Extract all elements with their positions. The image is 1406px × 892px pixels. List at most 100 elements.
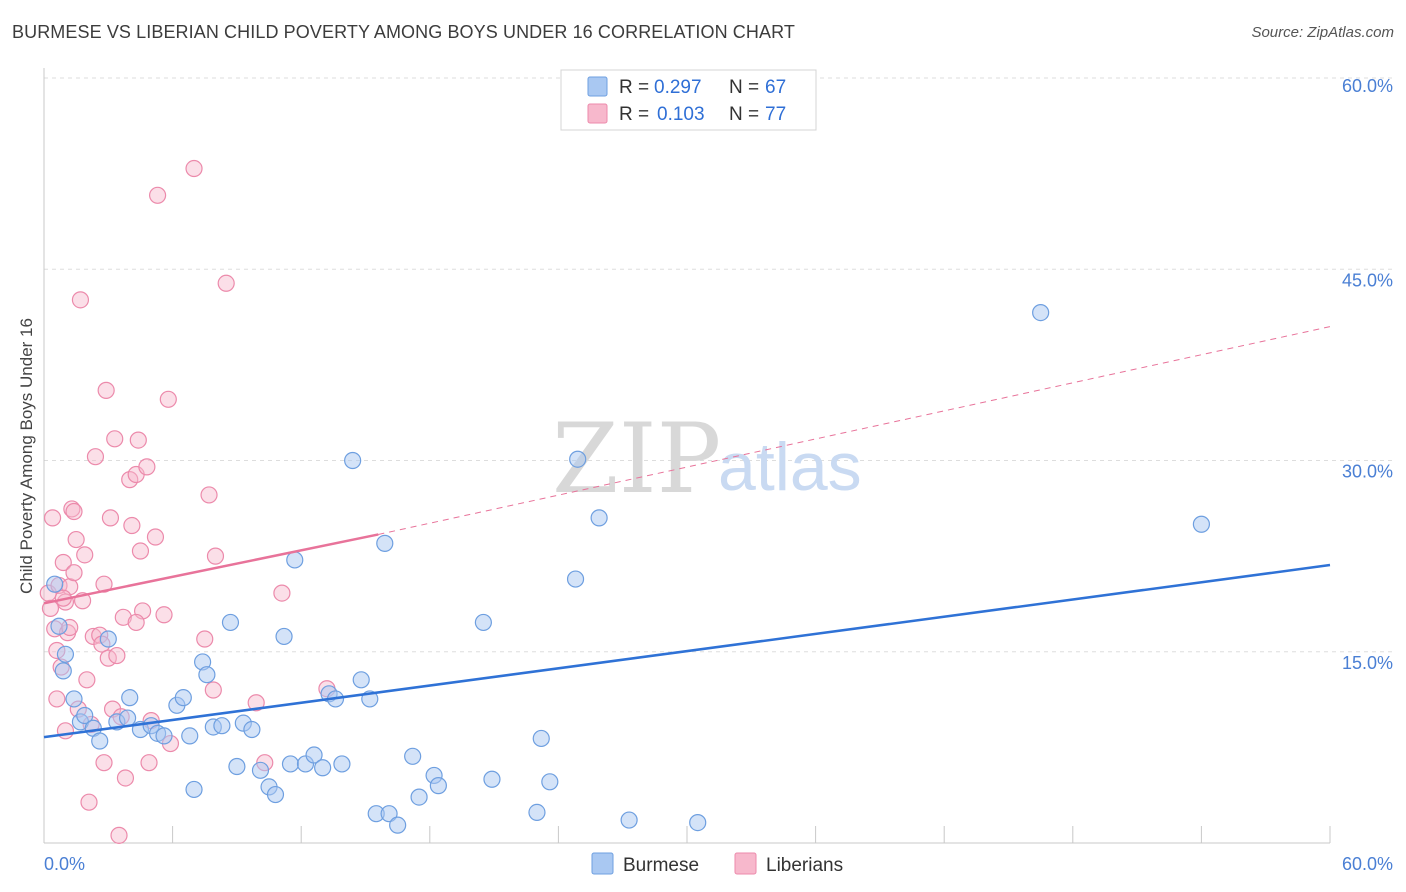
burmese-point [380,805,398,823]
legend-box: R = 0.297 N = 67 R = 0.103 N = 77 [560,69,817,131]
liberians-point [140,754,158,772]
burmese-point [121,689,139,707]
liberians-point [217,274,235,292]
y-tick-label-1: 30.0% [1342,462,1393,482]
liberians-point [127,613,145,632]
liberians-point [56,722,75,740]
burmese-point [429,777,447,795]
liberians-point [78,671,96,689]
liberians-point [110,826,128,844]
burmese-point [266,785,285,804]
burmese-point [474,613,492,632]
liberians-point [67,530,85,549]
burmese-point [181,727,199,745]
legend-swatch-burmese [587,76,608,97]
y-tick-label-2: 45.0% [1342,270,1393,290]
liberians-point [129,431,147,449]
liberians-point [204,681,222,699]
y-tick-label-3: 60.0% [1342,76,1393,96]
liberians-point [200,486,218,504]
burmese-point [528,803,546,822]
bottom-legend-label-liberians: Liberians [766,855,843,876]
burmese-point [65,690,83,708]
y-tick-labels: 15.0% 30.0% 45.0% 60.0% [1342,76,1393,673]
legend-n-label-liberians: N = [729,104,759,125]
burmese-point [590,509,608,527]
legend-n-label-burmese: N = [729,77,759,98]
liberians-point [155,606,173,624]
burmese-point [118,709,137,727]
liberians-point [116,769,135,787]
liberians-point [101,509,120,527]
burmese-point [376,534,394,552]
burmese-point [46,575,64,593]
burmese-point [54,662,72,680]
burmese-point [99,630,117,648]
burmese-point [532,729,550,748]
liberians-point [146,528,165,546]
liberians-point [71,291,90,309]
burmese-point [404,747,422,765]
x-tick-label-min: 0.0% [44,854,85,874]
x-tick-marks [43,826,1331,843]
burmese-point [91,732,109,750]
burmese-point [213,717,231,735]
liberians-point [106,430,124,448]
bottom-legend-label-burmese: Burmese [623,855,699,876]
burmese-point [174,689,192,707]
liberians-point [114,608,132,626]
burmese-point [275,627,293,646]
liberians-point [108,646,126,665]
liberians-point [123,516,141,535]
burmese-point [569,450,587,468]
burmese-point [483,770,501,788]
liberians-point [95,754,113,772]
legend-swatch-liberians [587,103,608,124]
liberians-trendline-extension [378,326,1331,535]
liberians-point [273,584,291,602]
burmese-point [344,451,362,470]
trendlines [43,326,1331,739]
burmese-point [50,617,68,635]
x-tick-label-max: 60.0% [1342,854,1393,874]
burmese-point [314,759,332,777]
burmese-point [410,788,428,806]
chart-title: BURMESE VS LIBERIAN CHILD POVERTY AMONG … [12,22,795,42]
liberians-point [148,186,167,204]
burmese-point [185,780,203,799]
burmese-point [352,671,370,689]
gridlines [44,77,1393,653]
legend-r-value-burmese: 0.297 [654,77,702,98]
liberians-point [196,630,214,648]
burmese-point [243,720,261,739]
burmese-point [1032,304,1050,322]
burmese-point [305,746,323,764]
liberians-point [185,159,203,178]
legend-r-value-liberians: 0.103 [657,104,705,125]
legend-r-label-liberians: R = [619,104,649,125]
liberians-point [54,553,72,572]
legend-n-value-liberians: 77 [765,104,786,125]
burmese-point [620,811,638,829]
liberians-point [247,694,265,712]
source-label: Source: ZipAtlas.com [1251,24,1394,41]
watermark-atlas: atlas [718,429,862,505]
burmese-point [228,757,246,776]
liberians-point [63,500,81,518]
burmese-point [689,813,707,832]
liberians-point [80,793,98,811]
liberians-point [131,542,150,560]
burmese-point [76,706,94,725]
liberians-point [97,381,115,399]
liberians-trendline [43,533,379,605]
burmese-point [155,727,173,745]
burmese-point [251,761,270,779]
y-tick-label-0: 15.0% [1342,653,1393,673]
burmese-trendline [43,563,1331,739]
burmese-point [566,570,585,588]
burmese-point [1192,515,1211,533]
burmese-point [198,666,216,684]
burmese-point [281,755,300,773]
liberians-point [159,390,177,408]
